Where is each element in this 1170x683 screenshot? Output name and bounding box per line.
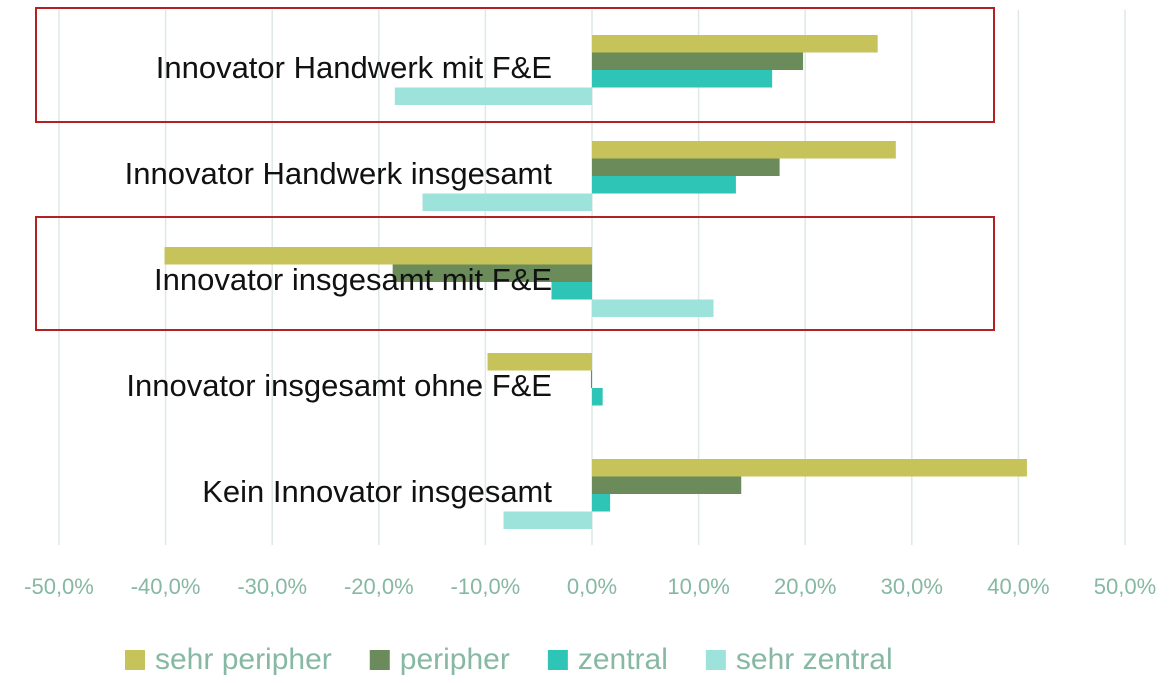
bar xyxy=(592,176,736,194)
x-tick-label: -50,0% xyxy=(24,574,94,599)
x-tick-label: -30,0% xyxy=(237,574,307,599)
category-label: Innovator insgesamt mit F&E xyxy=(154,262,552,297)
legend-label: sehr zentral xyxy=(736,643,893,676)
bar xyxy=(592,459,1027,477)
legend-label: peripher xyxy=(400,643,510,676)
x-tick-label: 0,0% xyxy=(567,574,617,599)
legend-label: sehr peripher xyxy=(155,643,332,676)
bar xyxy=(503,511,592,529)
category-label: Kein Innovator insgesamt xyxy=(202,474,552,509)
bar xyxy=(487,353,592,371)
x-tick-label: 10,0% xyxy=(667,574,729,599)
bar xyxy=(392,264,592,282)
x-tick-label: 40,0% xyxy=(987,574,1049,599)
bar xyxy=(592,476,742,494)
bar xyxy=(394,87,592,105)
x-tick-label: -20,0% xyxy=(344,574,414,599)
bar xyxy=(592,70,773,88)
bar xyxy=(592,494,611,512)
x-tick-label: -40,0% xyxy=(131,574,201,599)
bar xyxy=(592,388,603,406)
x-tick-label: 30,0% xyxy=(881,574,943,599)
legend-swatch xyxy=(705,650,726,670)
bar xyxy=(590,370,592,388)
x-tick-label: 20,0% xyxy=(774,574,836,599)
legend-swatch xyxy=(547,650,568,670)
legend-swatch xyxy=(125,650,145,670)
highlight-box xyxy=(35,7,995,123)
bar xyxy=(422,193,592,211)
category-label: Innovator insgesamt ohne F&E xyxy=(126,368,552,403)
bar xyxy=(592,158,780,176)
highlight-box xyxy=(35,216,995,331)
bar xyxy=(592,141,896,159)
legend-label: zentral xyxy=(578,643,668,676)
bar xyxy=(551,282,592,300)
category-label: Innovator Handwerk mit F&E xyxy=(156,50,552,85)
bar xyxy=(592,35,878,53)
legend-swatch xyxy=(369,650,390,670)
bar xyxy=(164,247,592,265)
category-label: Innovator Handwerk insgesamt xyxy=(125,156,553,191)
bar xyxy=(592,299,714,317)
bar xyxy=(592,52,804,70)
x-tick-label: -10,0% xyxy=(451,574,521,599)
x-tick-label: 50,0% xyxy=(1094,574,1156,599)
